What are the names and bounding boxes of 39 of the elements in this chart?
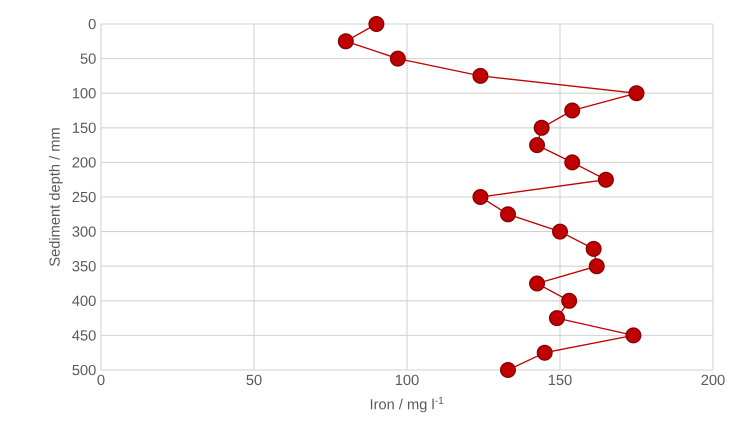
y-tick-label: 400 [72,296,96,306]
y-tick-label: 450 [72,330,96,341]
point [338,33,354,50]
y-tick-label: 350 [72,261,96,272]
point [625,327,642,344]
point [500,206,516,222]
x-tick-label: 200 [701,374,725,386]
x-tick-label: 0 [97,374,104,386]
point [628,85,644,102]
point [472,68,488,84]
y-tick-label: 150 [72,122,96,133]
point [368,16,384,32]
x-axis-title: Iron / mg l$^{-1}$ [370,396,444,412]
x-tick-label: 150 [548,374,572,386]
point [552,224,568,240]
point [564,102,580,118]
y-tick-label: 500 [72,364,96,376]
point [536,344,553,361]
point [529,137,546,154]
point [534,120,550,136]
point [500,362,516,378]
y-tick-label: 100 [72,88,96,98]
point [529,275,546,292]
x-tick-label: 100 [396,374,419,386]
y-axis-title: Sediment depth / mm [49,128,63,266]
point [390,50,406,67]
y-tick-label: 0 [88,18,96,30]
y-tick-label: 250 [72,192,96,202]
point [548,310,565,326]
point [564,154,580,170]
point [588,258,605,274]
point [472,188,488,205]
y-tick-label: 200 [72,157,96,168]
x-tick-label: 50 [246,374,262,386]
y-tick-label: 300 [72,226,96,237]
point [561,292,578,309]
y-tick-label: 50 [80,53,96,64]
point [598,172,614,188]
point [586,240,602,257]
